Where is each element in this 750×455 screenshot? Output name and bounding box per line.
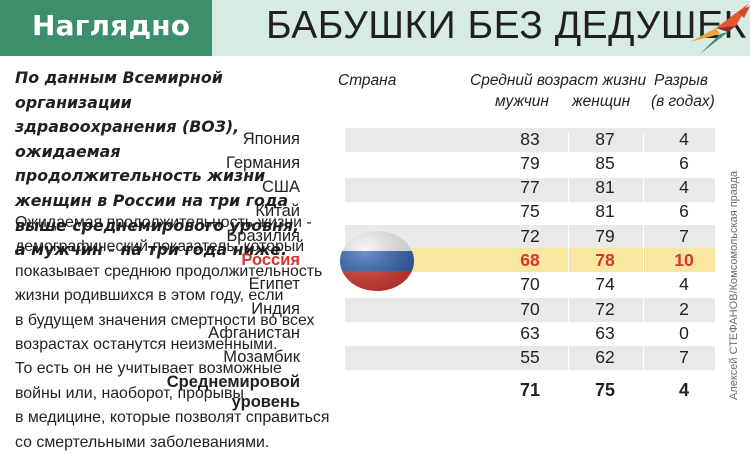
- table-cell-men: 63: [520, 323, 540, 343]
- column-divider: [568, 132, 569, 408]
- col-gap-header: Разрыв: [654, 72, 708, 89]
- table-cell-women: 62: [595, 347, 615, 367]
- definition-paragraph: Ожидаемая продолжительность жизни - демо…: [15, 214, 330, 451]
- table-cell-women: 63: [595, 323, 615, 343]
- table-cell-country: Япония: [242, 130, 300, 148]
- table-cell-country: Китай: [255, 202, 300, 220]
- table-cell-country: США: [261, 178, 300, 196]
- page-title: БАБУШКИ БЕЗ ДЕДУШЕК: [266, 4, 747, 47]
- table-cell-country: Афганистан: [208, 324, 300, 342]
- col-women-header: женщин: [572, 93, 631, 110]
- table-cell-country: Германия: [226, 154, 300, 172]
- table-cell-men: 77: [520, 177, 540, 197]
- table-cell-women: 81: [595, 201, 615, 221]
- intro-paragraph: По данным Всемирной организации здравоох…: [15, 68, 300, 260]
- table-cell-women: 85: [595, 153, 615, 173]
- credit-line: Алексей СТЕФАНОВ/Комсомольская правда: [728, 170, 740, 400]
- row-band: [345, 128, 715, 152]
- table-cell-gap: 4: [679, 177, 689, 197]
- col-country-header: Страна: [338, 72, 397, 89]
- header-badge: Наглядно: [0, 0, 212, 56]
- row-band: [345, 346, 715, 370]
- table-cell-gap: 7: [679, 226, 689, 246]
- table-cell-gap: 2: [679, 299, 689, 319]
- table-cell-women: 79: [595, 226, 615, 246]
- row-band: [345, 178, 715, 202]
- table-cell-gap: 4: [679, 129, 689, 149]
- col-men-header: мужчин: [495, 93, 549, 110]
- table-cell-gap: 4: [679, 274, 689, 294]
- world-average-women: 75: [594, 380, 616, 400]
- column-divider: [643, 132, 644, 408]
- table-cell-men: 70: [520, 299, 540, 319]
- table-cell-country: Мозамбик: [223, 348, 300, 366]
- russia-flag-icon: [340, 231, 414, 291]
- world-average-gap: 4: [678, 380, 689, 400]
- table-cell-country: Бразилия: [226, 227, 300, 245]
- world-average-label: Среднемировой уровень: [166, 373, 300, 411]
- table-cell-men: 70: [520, 274, 540, 294]
- table-cell-gap: 7: [679, 347, 689, 367]
- col-gap-subheader: (в годах): [651, 93, 715, 110]
- table-cell-gap-highlight: 10: [674, 250, 694, 270]
- table-cell-gap: 6: [679, 153, 689, 173]
- table-cell-country: Египет: [248, 275, 300, 293]
- table-cell-country: Индия: [251, 300, 300, 318]
- row-band: [345, 298, 715, 322]
- table-cell-gap: 6: [679, 201, 689, 221]
- table-cell-women: 87: [595, 129, 615, 149]
- col-life-header: Средний возраст жизни: [470, 72, 647, 89]
- table-cell-men: 55: [520, 347, 540, 367]
- table-cell-men: 79: [520, 153, 540, 173]
- table-cell-men: 72: [520, 226, 540, 246]
- table-cell-women: 81: [595, 177, 615, 197]
- header-title-band: БАБУШКИ БЕЗ ДЕДУШЕК: [212, 0, 750, 56]
- table-cell-men-highlight: 68: [520, 250, 540, 270]
- bird-logo-icon: [690, 4, 750, 54]
- table-cell-men: 83: [520, 129, 540, 149]
- table-cell-country-highlight: Россия: [241, 251, 300, 269]
- table-cell-gap: 0: [679, 323, 689, 343]
- table-cell-women: 72: [595, 299, 615, 319]
- table-cell-men: 75: [520, 201, 540, 221]
- world-average-men: 71: [519, 380, 541, 400]
- table-cell-women-highlight: 78: [595, 250, 615, 270]
- table-cell-women: 74: [595, 274, 615, 294]
- header-badge-label: Наглядно: [32, 9, 191, 42]
